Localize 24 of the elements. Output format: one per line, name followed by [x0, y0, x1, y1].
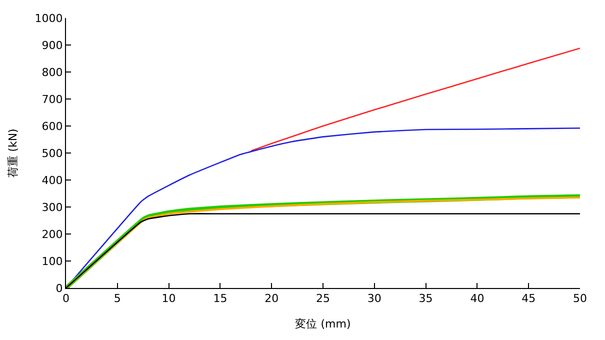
x-tick-label: 40 [470, 292, 484, 306]
x-tick-label: 35 [418, 292, 433, 306]
x-axis-title: 変位 (mm) [295, 317, 351, 330]
x-tick-label: 5 [114, 292, 121, 306]
x-tick-label: 15 [213, 292, 228, 306]
y-tick-label: 0 [56, 282, 63, 295]
x-tick-label: 50 [573, 292, 587, 306]
y-tick-label: 300 [42, 200, 63, 214]
y-tick-label: 1000 [34, 12, 63, 25]
x-tick-label: 45 [522, 292, 536, 306]
y-tick-label: 500 [42, 146, 63, 160]
x-tick-label: 20 [264, 292, 279, 306]
y-tick-label: 600 [42, 120, 63, 133]
x-tick-label: 30 [367, 292, 382, 306]
x-tick-label: 10 [162, 292, 176, 306]
line-series [250, 48, 580, 152]
y-axis-title: 荷重 (kN) [6, 128, 20, 178]
y-tick-label: 900 [42, 38, 63, 52]
x-tick-label: 25 [316, 292, 330, 306]
y-tick-label: 100 [42, 254, 63, 268]
y-tick-label: 200 [42, 228, 63, 241]
y-tick-label: 400 [42, 174, 63, 187]
y-tick-label: 800 [42, 66, 63, 79]
y-tick-label: 700 [42, 92, 63, 106]
